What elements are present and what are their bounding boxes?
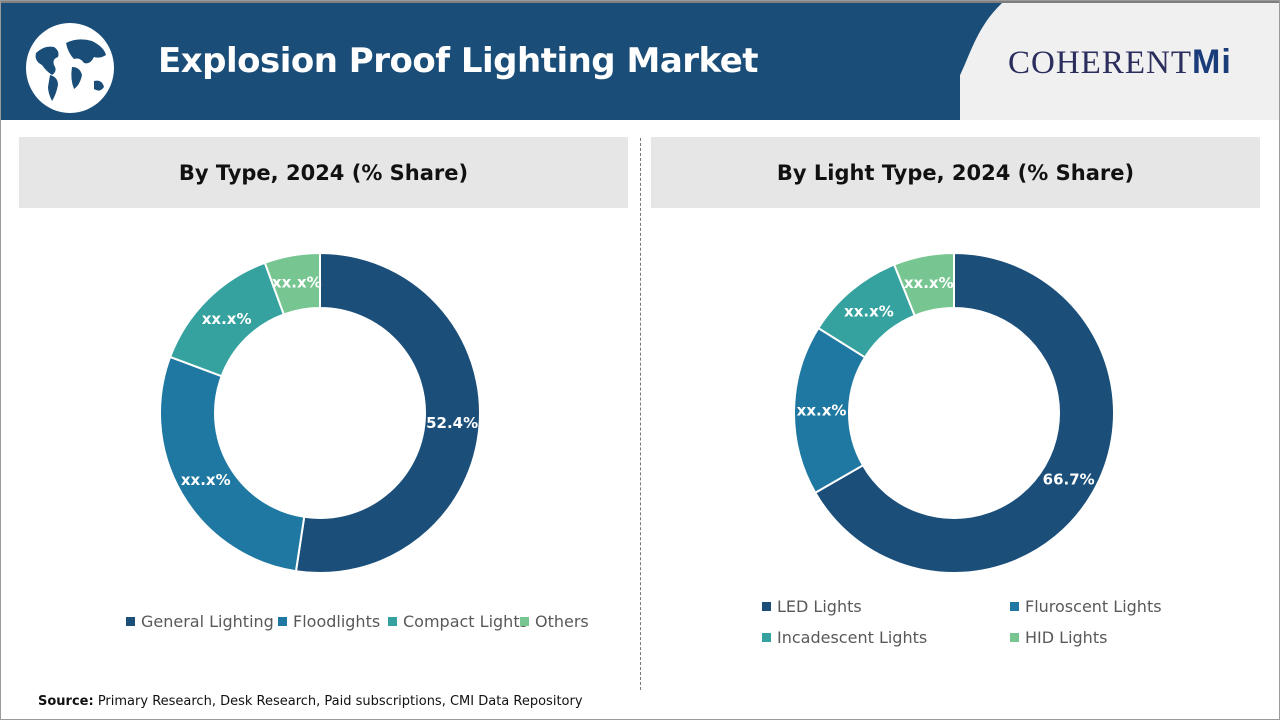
data-label: 52.4% [426,414,478,432]
donut-slice-led-lights [813,251,1115,574]
donut-slice-floodlights [159,355,306,573]
legend-label: General Lighting [141,612,274,631]
panel-divider [640,138,641,690]
data-label: xx.x% [272,274,322,292]
legend-item: LED Lights [762,597,862,616]
brand-text: COHERENT [1008,45,1192,81]
legend-label: HID Lights [1025,628,1108,647]
logo-background [960,3,1280,120]
legend-label: Floodlights [293,612,381,631]
chart-title-by-light-type: By Light Type, 2024 (% Share) [651,137,1260,208]
legend-swatch [388,617,397,626]
globe-icon [26,23,114,113]
source-note: Source: Primary Research, Desk Research,… [38,694,583,709]
brand-suffix: Mi [1192,43,1232,81]
legend-swatch [126,617,135,626]
legend-item: HID Lights [1010,628,1107,647]
legend-label: Others [535,612,589,631]
legend-label: Compact Lights [403,612,528,631]
legend-swatch [1010,633,1019,642]
legend-label: Incadescent Lights [777,628,928,647]
brand-logo: COHERENTMi [1008,43,1232,82]
legend-swatch [762,602,771,611]
page-title: Explosion Proof Lighting Market [158,41,759,81]
source-text: Primary Research, Desk Research, Paid su… [93,694,583,709]
legend-item: Fluroscent Lights [1010,597,1162,616]
data-label: xx.x% [202,310,252,328]
donut-slice-general-lighting [294,251,481,574]
legend-item: Compact Lights [388,612,528,631]
legend-swatch [1010,602,1019,611]
chart-title-by-type: By Type, 2024 (% Share) [19,137,628,208]
legend-item: Others [520,612,589,631]
donut-slice-hid-lights [892,251,955,317]
top-strip [0,0,1280,3]
donut-slice-others [263,251,321,316]
legend-item: Floodlights [278,612,380,631]
data-label: xx.x% [797,402,847,420]
legend-swatch [278,617,287,626]
data-label: xx.x% [844,302,894,320]
legend-item: Incadescent Lights [762,628,927,647]
header-banner: Explosion Proof Lighting Market COHERENT… [0,3,1280,120]
legend-item: General Lighting [126,612,274,631]
legend-swatch [762,633,771,642]
legend-label: Fluroscent Lights [1025,597,1162,616]
data-label: xx.x% [181,471,231,489]
source-label: Source: [38,694,94,709]
legend-label: LED Lights [777,597,862,616]
data-label: xx.x% [904,274,954,292]
data-label: 66.7% [1043,470,1095,488]
legend-swatch [520,617,529,626]
